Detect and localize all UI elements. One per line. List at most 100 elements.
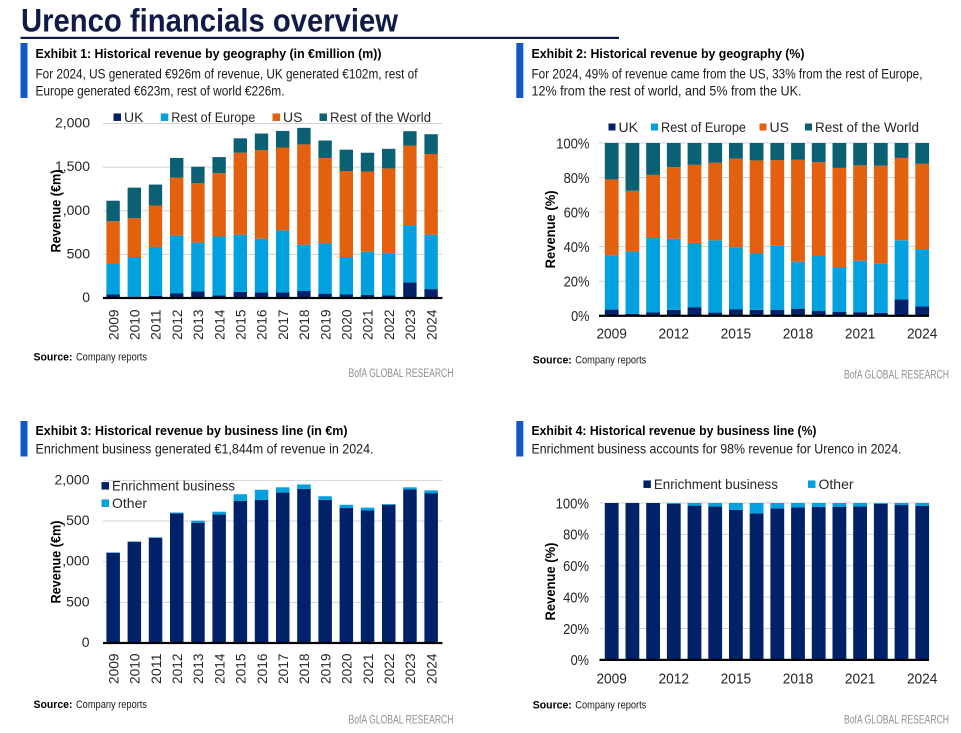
svg-text:2018: 2018	[296, 653, 312, 684]
svg-text:Rest of Europe: Rest of Europe	[171, 109, 255, 125]
svg-text:UK: UK	[124, 109, 144, 125]
svg-text:Europe generated €623m, rest o: Europe generated €623m, rest of world €2…	[36, 84, 285, 99]
svg-text:Company reports: Company reports	[575, 355, 646, 367]
svg-text:2022: 2022	[381, 309, 397, 340]
svg-text:UK: UK	[619, 119, 639, 135]
svg-text:Exhibit 3: Historical revenue: Exhibit 3: Historical revenue by busines…	[36, 424, 348, 438]
svg-text:Rest of the World: Rest of the World	[330, 109, 431, 125]
svg-text:2013: 2013	[190, 309, 206, 340]
svg-text:0%: 0%	[571, 652, 589, 669]
svg-text:2020: 2020	[339, 309, 355, 340]
svg-text:2021: 2021	[360, 653, 376, 684]
svg-text:Revenue (€m): Revenue (€m)	[48, 170, 64, 253]
svg-text:Enrichment business generated: Enrichment business generated €1,844m of…	[36, 442, 374, 457]
svg-text:Company reports: Company reports	[76, 699, 147, 711]
svg-text:2014: 2014	[211, 653, 227, 684]
svg-text:2016: 2016	[254, 309, 270, 340]
svg-text:Urenco financials overview: Urenco financials overview	[21, 3, 398, 39]
svg-text:2019: 2019	[317, 309, 333, 340]
svg-text:500: 500	[66, 593, 90, 609]
svg-text:40%: 40%	[564, 239, 590, 256]
svg-text:Revenue (%): Revenue (%)	[542, 543, 558, 621]
svg-text:100%: 100%	[556, 495, 589, 512]
svg-text:Revenue (%): Revenue (%)	[542, 190, 558, 268]
svg-text:Rest of Europe: Rest of Europe	[661, 119, 746, 135]
svg-text:US: US	[770, 119, 789, 135]
svg-text:2017: 2017	[275, 309, 291, 340]
svg-text:20%: 20%	[563, 621, 589, 638]
svg-text:2009: 2009	[596, 671, 627, 688]
svg-text:2012: 2012	[659, 671, 690, 688]
svg-text:Enrichment business: Enrichment business	[112, 478, 235, 494]
svg-text:2010: 2010	[127, 309, 143, 340]
svg-text:2022: 2022	[381, 653, 397, 684]
svg-text:2,000: 2,000	[54, 471, 89, 487]
svg-text:2012: 2012	[169, 309, 185, 340]
svg-text:Exhibit 1: Historical revenue: Exhibit 1: Historical revenue by geograp…	[36, 47, 382, 61]
svg-text:Company reports: Company reports	[76, 352, 147, 364]
svg-text:2023: 2023	[402, 653, 418, 684]
svg-text:2017: 2017	[275, 653, 291, 684]
svg-text:2011: 2011	[148, 653, 164, 684]
svg-text:2024: 2024	[907, 326, 938, 343]
svg-text:2009: 2009	[105, 653, 121, 684]
svg-text:Source:: Source:	[533, 700, 572, 712]
svg-text:BofA GLOBAL RESEARCH: BofA GLOBAL RESEARCH	[349, 368, 454, 380]
svg-text:Company reports: Company reports	[575, 700, 646, 712]
svg-text:Source:: Source:	[34, 699, 73, 711]
svg-text:12% from the rest of world, an: 12% from the rest of world, and 5% from …	[532, 84, 802, 99]
svg-text:2023: 2023	[402, 309, 418, 340]
svg-text:2010: 2010	[127, 653, 143, 684]
svg-text:BofA GLOBAL RESEARCH: BofA GLOBAL RESEARCH	[349, 715, 454, 727]
svg-text:Other: Other	[819, 476, 854, 492]
svg-text:2024: 2024	[423, 653, 439, 684]
svg-text:For 2024, US generated €926m o: For 2024, US generated €926m of revenue,…	[36, 67, 418, 82]
svg-text:2015: 2015	[233, 309, 249, 340]
svg-text:40%: 40%	[563, 589, 589, 606]
svg-text:2024: 2024	[907, 671, 938, 688]
svg-text:2018: 2018	[783, 326, 814, 343]
svg-text:60%: 60%	[564, 204, 590, 221]
svg-text:Other: Other	[112, 495, 147, 511]
svg-text:1,000: 1,000	[55, 202, 90, 218]
svg-text:0%: 0%	[571, 308, 589, 325]
svg-text:2024: 2024	[423, 309, 439, 340]
svg-text:Source:: Source:	[34, 352, 73, 364]
svg-text:2012: 2012	[659, 326, 690, 343]
svg-text:2013: 2013	[190, 653, 206, 684]
svg-text:2015: 2015	[721, 671, 752, 688]
svg-text:2015: 2015	[721, 326, 752, 343]
svg-text:1,500: 1,500	[55, 158, 90, 174]
svg-text:Enrichment business: Enrichment business	[654, 476, 778, 492]
svg-text:0: 0	[82, 289, 90, 305]
svg-text:2018: 2018	[783, 671, 814, 688]
svg-text:US: US	[283, 109, 302, 125]
svg-text:100%: 100%	[556, 135, 589, 152]
svg-text:2009: 2009	[105, 309, 121, 340]
svg-text:2012: 2012	[169, 653, 185, 684]
svg-text:500: 500	[67, 245, 91, 261]
svg-text:For 2024, 49% of revenue came: For 2024, 49% of revenue came from the U…	[532, 67, 923, 82]
svg-text:2021: 2021	[360, 309, 376, 340]
svg-text:2018: 2018	[296, 309, 312, 340]
svg-text:Exhibit 2: Historical revenue: Exhibit 2: Historical revenue by geograp…	[532, 47, 805, 61]
svg-text:Revenue (€m): Revenue (€m)	[48, 521, 64, 604]
svg-text:80%: 80%	[563, 527, 589, 544]
svg-text:2011: 2011	[148, 309, 164, 340]
svg-text:20%: 20%	[564, 274, 590, 291]
svg-text:2021: 2021	[845, 326, 876, 343]
svg-text:60%: 60%	[563, 558, 589, 575]
svg-text:0: 0	[82, 634, 90, 650]
svg-text:BofA GLOBAL RESEARCH: BofA GLOBAL RESEARCH	[844, 370, 949, 382]
svg-text:2021: 2021	[845, 671, 876, 688]
svg-text:80%: 80%	[564, 170, 590, 187]
svg-text:2019: 2019	[317, 653, 333, 684]
svg-text:Exhibit 4: Historical revenue: Exhibit 4: Historical revenue by busines…	[532, 424, 817, 438]
svg-text:2014: 2014	[211, 309, 227, 340]
svg-text:Source:: Source:	[533, 355, 572, 367]
svg-text:2009: 2009	[596, 326, 627, 343]
svg-text:2016: 2016	[254, 653, 270, 684]
svg-text:2,000: 2,000	[55, 115, 90, 131]
svg-text:Enrichment business accounts f: Enrichment business accounts for 98% rev…	[532, 442, 902, 457]
svg-text:2015: 2015	[233, 653, 249, 684]
